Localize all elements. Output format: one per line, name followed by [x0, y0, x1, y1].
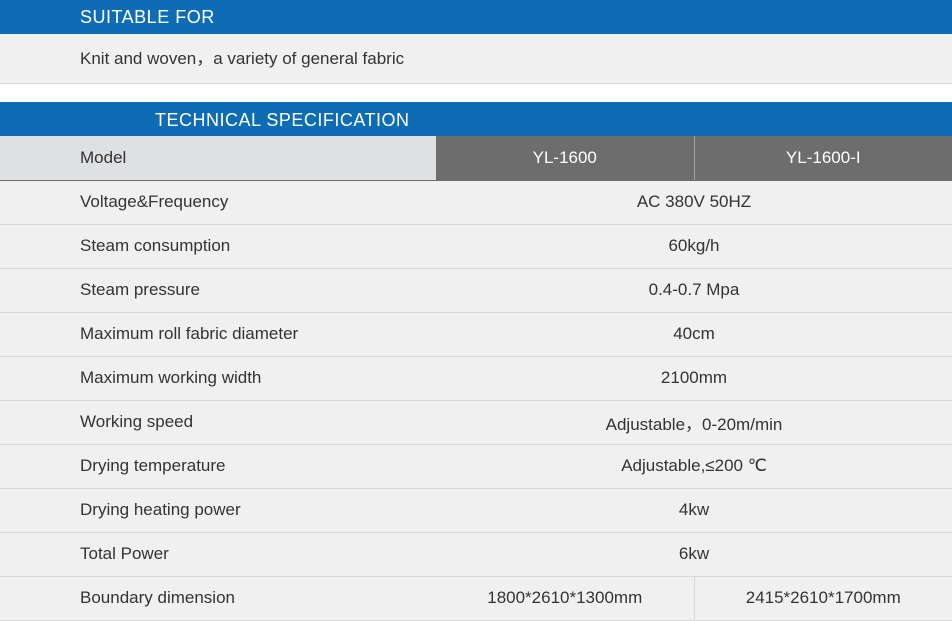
spec-value: 0.4-0.7 Mpa — [436, 268, 952, 312]
technical-spec-header: TECHNICAL SPECIFICATION — [0, 102, 952, 136]
table-row: Total Power6kw — [0, 532, 952, 576]
table-row: Steam consumption60kg/h — [0, 224, 952, 268]
spec-label: Voltage&Frequency — [0, 180, 436, 224]
model-label: Model — [0, 136, 436, 180]
spec-label: Maximum roll fabric diameter — [0, 312, 436, 356]
table-row: Working speedAdjustable，0-20m/min — [0, 400, 952, 444]
spec-label: Drying heating power — [0, 488, 436, 532]
suitable-for-header: SUITABLE FOR — [0, 0, 952, 34]
spec-label: Steam pressure — [0, 268, 436, 312]
spec-label: Maximum working width — [0, 356, 436, 400]
spec-value: 60kg/h — [436, 224, 952, 268]
spec-value: 6kw — [436, 532, 952, 576]
table-row: Maximum working width2100mm — [0, 356, 952, 400]
suitable-for-body: Knit and woven，a variety of general fabr… — [0, 34, 952, 84]
table-row: Voltage&FrequencyAC 380V 50HZ — [0, 180, 952, 224]
spec-value: 40cm — [436, 312, 952, 356]
model-b: YL-1600-I — [694, 136, 952, 180]
spec-value-b: 2415*2610*1700mm — [694, 576, 952, 620]
table-row: Boundary dimension1800*2610*1300mm2415*2… — [0, 576, 952, 620]
spec-value: AC 380V 50HZ — [436, 180, 952, 224]
spec-value-a: 1800*2610*1300mm — [436, 576, 694, 620]
spec-label: Working speed — [0, 400, 436, 444]
model-a: YL-1600 — [436, 136, 694, 180]
model-header-row: Model YL-1600 YL-1600-I — [0, 136, 952, 180]
spec-value: Adjustable，0-20m/min — [436, 400, 952, 444]
spec-table: Model YL-1600 YL-1600-I Voltage&Frequenc… — [0, 136, 952, 621]
table-row: Maximum roll fabric diameter40cm — [0, 312, 952, 356]
section-gap — [0, 84, 952, 102]
spec-value: Adjustable,≤200 ℃ — [436, 444, 952, 488]
table-row: Steam pressure0.4-0.7 Mpa — [0, 268, 952, 312]
spec-value: 4kw — [436, 488, 952, 532]
spec-value: 2100mm — [436, 356, 952, 400]
spec-label: Total Power — [0, 532, 436, 576]
table-row: Drying heating power4kw — [0, 488, 952, 532]
spec-label: Drying temperature — [0, 444, 436, 488]
spec-label: Boundary dimension — [0, 576, 436, 620]
table-row: Drying temperatureAdjustable,≤200 ℃ — [0, 444, 952, 488]
spec-label: Steam consumption — [0, 224, 436, 268]
